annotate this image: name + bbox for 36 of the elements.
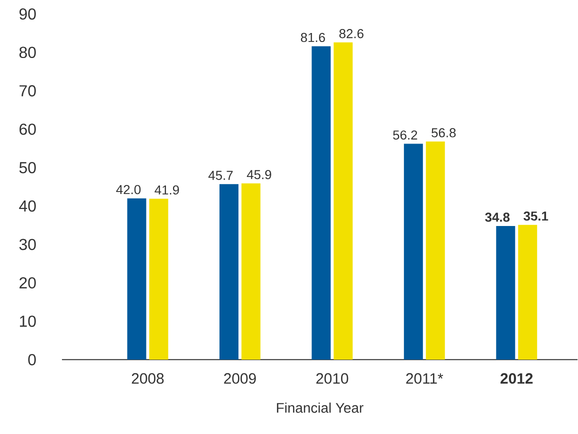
- data-label: 35.1: [524, 212, 548, 221]
- y-tick-label: 70: [20, 85, 36, 97]
- bar: [149, 198, 168, 360]
- data-label: 41.9: [154, 186, 179, 195]
- bar: [518, 225, 538, 360]
- data-label: 45.9: [246, 170, 272, 180]
- bar: [241, 184, 260, 360]
- y-tick-label: 50: [19, 162, 36, 174]
- x-axis-title: Financial Year: [276, 402, 364, 414]
- x-tick-label: 2012: [500, 373, 533, 384]
- bar: [426, 142, 445, 360]
- x-tick-label: 2011*: [406, 373, 444, 384]
- data-label: 56.2: [393, 130, 418, 140]
- bar: [496, 226, 516, 360]
- data-label: 34.8: [485, 212, 510, 222]
- x-tick-label: 2008: [132, 373, 164, 384]
- y-tick-label: 90: [19, 8, 36, 20]
- data-label: 82.6: [339, 29, 364, 38]
- bar: [334, 42, 353, 360]
- data-label: 45.7: [208, 171, 233, 180]
- bar: [219, 184, 238, 360]
- y-tick-label: 80: [19, 46, 36, 58]
- y-tick-label: 40: [19, 200, 36, 212]
- data-label: 81.6: [300, 33, 325, 42]
- data-label: 42.0: [116, 185, 141, 194]
- bar: [404, 144, 423, 360]
- y-tick-label: 60: [20, 124, 36, 136]
- bar: [312, 46, 331, 360]
- y-tick-label: 20: [20, 277, 36, 289]
- y-tick-label: 10: [20, 316, 36, 328]
- x-tick-label: 2009: [224, 373, 256, 384]
- y-tick-label: 0: [28, 354, 36, 366]
- x-tick-label: 2010: [316, 373, 348, 384]
- bar: [127, 198, 146, 360]
- data-label: 56.8: [432, 128, 456, 138]
- y-tick-label: 30: [19, 239, 36, 250]
